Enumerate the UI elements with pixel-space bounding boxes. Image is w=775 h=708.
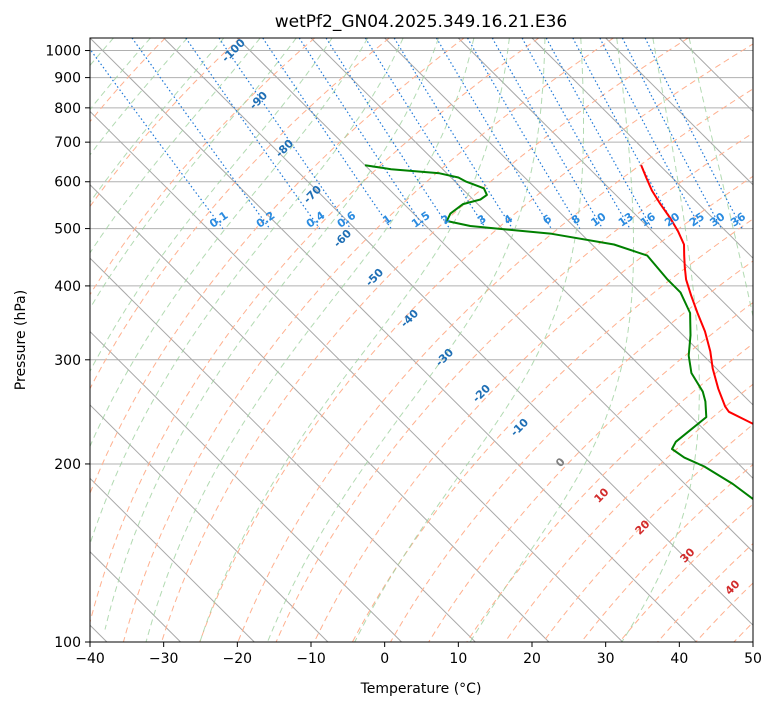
- dry-adiabat-line: [90, 38, 241, 208]
- dry-adiabat-line: [199, 43, 753, 642]
- dry-adiabat-line: [90, 38, 465, 495]
- moist-adiabat-line: [621, 38, 700, 642]
- plot-frame: [89, 37, 754, 643]
- moist-adiabat-line: [90, 38, 404, 546]
- axes: −40 −30 −20 −10 0 10 20 30 40 50 100 200 300 400 500 60…: [45, 44, 762, 667]
- mixing-ratio-line: [90, 48, 224, 229]
- mixing-ratio-line: [262, 38, 392, 229]
- y-tick-label: 200: [54, 457, 81, 473]
- mixing-ratio-line: [572, 38, 677, 229]
- isotherm-line: [384, 38, 753, 406]
- mixing-ratio-line: [644, 38, 743, 229]
- dry-adiabat-line: [390, 260, 753, 642]
- x-tick-label: 50: [744, 651, 762, 667]
- isotherm-line: [457, 38, 753, 333]
- moist-adiabat-line: [90, 38, 225, 204]
- moist-adiabat-line: [90, 38, 261, 254]
- mixing-ratio-line: [185, 38, 321, 229]
- isotherm-line: [163, 38, 753, 626]
- isotherm-line: [90, 110, 623, 642]
- isotherm-line: [236, 38, 753, 553]
- x-tick-label: −30: [149, 651, 179, 667]
- background-lines: [90, 38, 753, 642]
- x-tick-label: 0: [380, 651, 389, 667]
- moist-adiabat-line: [354, 38, 584, 642]
- moist-adiabat-line: [90, 38, 369, 448]
- mixing-ratio-line: [298, 38, 426, 229]
- x-tick-label: −40: [75, 651, 105, 667]
- dry-adiabat-line: [313, 175, 753, 642]
- mixing-ratio-line: [545, 38, 653, 229]
- isotherm-line: [310, 38, 753, 480]
- isotherm-line: [90, 330, 402, 642]
- mixing-ratio-line: [131, 38, 271, 229]
- moist-adiabat-line: [267, 38, 546, 642]
- moist-adiabat-line: [688, 38, 753, 319]
- isotherm-line: [605, 38, 753, 186]
- y-tick-label: 500: [54, 222, 81, 238]
- x-tick-label: 10: [449, 651, 467, 667]
- moist-adiabat-line: [104, 38, 439, 630]
- dry-adiabat-line: [90, 38, 316, 296]
- isotherm-line: [90, 477, 255, 642]
- isotherm-line: [90, 38, 697, 642]
- temperature-profile-line: [640, 164, 753, 425]
- mixing-ratio-line: [521, 38, 631, 229]
- isotherm-line: [90, 257, 476, 642]
- x-tick-label: 40: [670, 651, 688, 667]
- sounding-profiles: [364, 164, 753, 501]
- isotherm-line: [531, 38, 753, 259]
- mixing-ratio-line: [393, 38, 513, 229]
- isotherm-line: [90, 184, 550, 642]
- dewpoint-profile-line: [364, 164, 753, 501]
- moist-adiabat-line: [199, 38, 510, 642]
- dry-adiabat-line: [122, 38, 614, 642]
- dry-adiabat-line: [428, 302, 753, 642]
- y-tick-label: 700: [54, 135, 81, 151]
- moist-adiabat-line: [90, 38, 333, 373]
- dry-adiabat-line: [90, 38, 540, 625]
- dry-adiabat-line: [237, 88, 753, 642]
- dry-adiabat-line: [466, 342, 753, 642]
- isotherm-line: [90, 404, 329, 642]
- y-tick-label: 900: [54, 71, 81, 87]
- dry-adiabat-line: [351, 218, 753, 642]
- dry-adiabat-line: [275, 132, 753, 642]
- x-axis-title: Temperature (°C): [360, 681, 482, 697]
- x-tick-label: −20: [223, 651, 253, 667]
- y-tick-label: 100: [54, 635, 81, 651]
- dry-adiabat-line: [90, 38, 390, 390]
- y-axis-title: Pressure (hPa): [13, 290, 29, 390]
- y-tick-label: 400: [54, 279, 81, 295]
- y-tick-label: 1000: [45, 44, 81, 60]
- mixing-ratio-line: [218, 38, 351, 229]
- y-tick-label: 600: [54, 175, 81, 191]
- y-tick-label: 300: [54, 353, 81, 369]
- dry-adiabat-line: [504, 383, 753, 642]
- x-tick-label: 30: [597, 651, 615, 667]
- y-tick-label: 800: [54, 101, 81, 117]
- moist-adiabat-line: [145, 38, 475, 642]
- moist-adiabat-line: [90, 38, 297, 310]
- x-tick-label: 20: [523, 651, 541, 667]
- chart-title: wetPf2_GN04.2025.349.16.21.E36: [275, 12, 567, 32]
- mixing-ratio-line: [325, 38, 451, 229]
- x-tick-label: −10: [296, 651, 326, 667]
- dry-adiabat-line: [161, 38, 689, 642]
